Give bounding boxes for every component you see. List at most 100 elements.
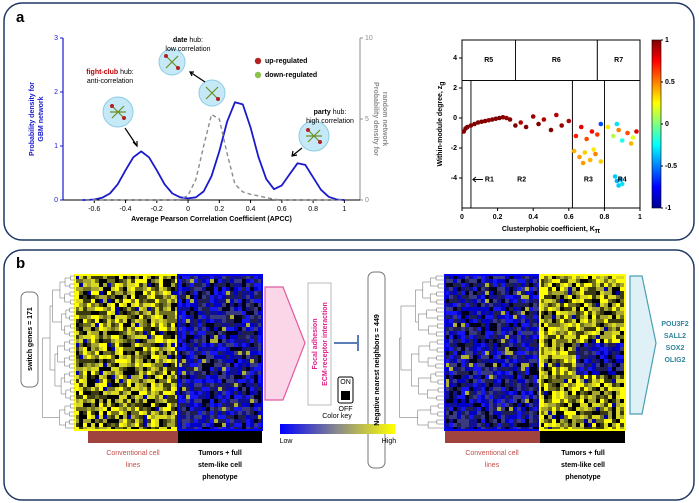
heat-cell xyxy=(560,419,564,423)
heat-cell xyxy=(481,339,485,343)
heat-cell xyxy=(131,391,135,395)
heat-cell xyxy=(604,343,608,347)
heat-cell xyxy=(493,311,497,315)
heat-cell xyxy=(548,387,552,391)
heat-cell xyxy=(139,363,143,367)
heat-cell xyxy=(521,315,525,319)
heat-cell xyxy=(103,299,107,303)
heat-cell xyxy=(79,327,83,331)
heat-cell xyxy=(91,315,95,319)
heat-cell xyxy=(505,323,509,327)
heat-cell xyxy=(218,395,222,399)
heat-cell xyxy=(119,351,123,355)
heat-cell xyxy=(111,391,115,395)
heat-cell xyxy=(246,423,250,427)
heat-cell xyxy=(182,327,186,331)
heat-cell xyxy=(238,303,242,307)
heat-cell xyxy=(588,359,592,363)
heat-cell xyxy=(600,331,604,335)
heat-cell xyxy=(91,319,95,323)
heat-cell xyxy=(234,343,238,347)
heat-cell xyxy=(190,379,194,383)
heat-cell xyxy=(596,339,600,343)
heat-cell xyxy=(115,283,119,287)
heat-cell xyxy=(544,391,548,395)
heat-cell xyxy=(190,367,194,371)
heat-cell xyxy=(123,399,127,403)
heat-cell xyxy=(206,371,210,375)
heat-cell xyxy=(600,411,604,415)
heat-cell xyxy=(143,395,147,399)
heat-cell xyxy=(612,419,616,423)
heat-cell xyxy=(123,287,127,291)
heat-cell xyxy=(163,351,167,355)
heat-cell xyxy=(202,367,206,371)
heat-cell xyxy=(254,307,258,311)
heat-cell xyxy=(497,419,501,423)
heat-cell xyxy=(616,395,620,399)
heat-cell xyxy=(612,411,616,415)
heat-cell xyxy=(548,383,552,387)
heat-cell xyxy=(250,279,254,283)
x-tick-label: 1 xyxy=(342,206,346,213)
heat-cell xyxy=(107,371,111,375)
heat-cell xyxy=(182,331,186,335)
colorbar-tick-label: 0 xyxy=(665,121,669,128)
heat-cell xyxy=(254,295,258,299)
heat-cell xyxy=(214,395,218,399)
heat-cell xyxy=(190,279,194,283)
heat-cell xyxy=(226,303,230,307)
heat-cell xyxy=(620,323,624,327)
heat-cell xyxy=(210,391,214,395)
heat-cell xyxy=(79,311,83,315)
heat-cell xyxy=(529,363,533,367)
heat-cell xyxy=(234,355,238,359)
heat-cell xyxy=(119,375,123,379)
heat-cell xyxy=(505,407,509,411)
heat-cell xyxy=(449,283,453,287)
heat-cell xyxy=(449,387,453,391)
heat-cell xyxy=(560,415,564,419)
heat-cell xyxy=(501,363,505,367)
heat-cell xyxy=(238,315,242,319)
heat-cell xyxy=(461,363,465,367)
heat-cell xyxy=(238,415,242,419)
heat-cell xyxy=(167,315,171,319)
heat-cell xyxy=(206,367,210,371)
heat-cell xyxy=(584,335,588,339)
heat-cell xyxy=(194,339,198,343)
heat-cell xyxy=(250,327,254,331)
heat-cell xyxy=(517,371,521,375)
heat-cell xyxy=(473,387,477,391)
heat-cell xyxy=(489,367,493,371)
heat-cell xyxy=(533,383,537,387)
heat-cell xyxy=(481,419,485,423)
heat-cell xyxy=(103,359,107,363)
heat-cell xyxy=(620,387,624,391)
heat-cell xyxy=(242,339,246,343)
heat-cell xyxy=(473,351,477,355)
heat-cell xyxy=(620,371,624,375)
dendrogram-branch xyxy=(438,412,445,416)
heat-cell xyxy=(576,315,580,319)
heat-cell xyxy=(612,391,616,395)
heat-cell xyxy=(107,423,111,427)
heat-cell xyxy=(564,363,568,367)
y-axis-label: GBM network xyxy=(38,96,45,141)
legend-swatch xyxy=(255,58,261,64)
heat-cell xyxy=(135,415,139,419)
heat-cell xyxy=(250,387,254,391)
heat-cell xyxy=(186,347,190,351)
heat-cell xyxy=(159,383,163,387)
heat-cell xyxy=(210,295,214,299)
heat-cell xyxy=(552,375,556,379)
heat-cell xyxy=(119,315,123,319)
heat-cell xyxy=(457,403,461,407)
heat-cell xyxy=(477,407,481,411)
heat-cell xyxy=(214,295,218,299)
heat-cell xyxy=(556,335,560,339)
heat-cell xyxy=(107,323,111,327)
heat-cell xyxy=(79,319,83,323)
heat-cell xyxy=(501,295,505,299)
heat-cell xyxy=(584,351,588,355)
